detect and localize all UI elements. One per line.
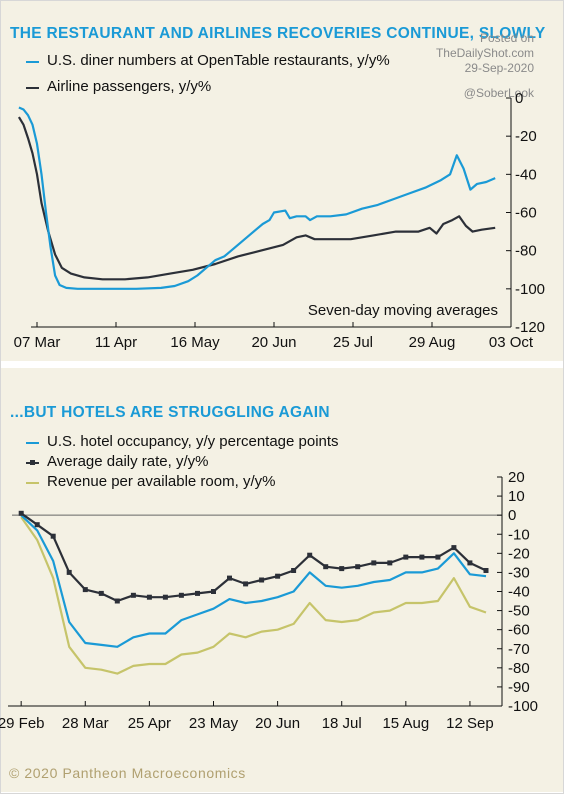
- legend-label: Average daily rate, y/y%: [47, 453, 209, 470]
- y-tick-label: 20: [508, 469, 525, 486]
- series-line: [18, 106, 496, 290]
- y-tick-label: -100: [508, 698, 538, 715]
- x-tick-label: 03 Oct: [489, 334, 534, 351]
- x-tick-label: 12 Sep: [446, 715, 494, 732]
- data-point-marker: [451, 545, 457, 551]
- y-tick-label: -70: [508, 641, 530, 658]
- legend-marker: [30, 460, 35, 465]
- data-point-marker: [146, 594, 152, 600]
- legend-swatch: [26, 442, 39, 444]
- data-point-marker: [275, 573, 281, 579]
- data-point-marker: [483, 568, 489, 573]
- data-point-marker: [211, 589, 216, 594]
- x-tick-label: 16 May: [170, 334, 220, 351]
- legend-label: U.S. hotel occupancy, y/y percentage poi…: [47, 433, 339, 450]
- data-point-marker: [355, 564, 361, 570]
- y-tick-label: -40: [508, 584, 530, 601]
- data-point-marker: [339, 566, 345, 572]
- data-point-marker: [195, 590, 200, 596]
- data-point-marker: [291, 568, 297, 573]
- data-point-marker: [387, 560, 393, 566]
- data-point-marker: [162, 594, 168, 600]
- series-line: [20, 512, 487, 603]
- y-tick-label: 0: [508, 507, 516, 524]
- series-line: [20, 516, 487, 675]
- x-tick-label: 25 Apr: [128, 715, 171, 732]
- watermark-line: Posted on: [479, 31, 534, 45]
- y-tick-label: -120: [515, 319, 545, 336]
- copyright-footer: © 2020 Pantheon Macroeconomics: [9, 765, 246, 781]
- x-tick-label: 29 Aug: [409, 334, 456, 351]
- y-tick-label: 10: [508, 488, 525, 505]
- data-point-marker: [323, 564, 329, 570]
- legend-label: Airline passengers, y/y%: [47, 78, 212, 95]
- data-point-marker: [259, 577, 265, 583]
- data-point-marker: [66, 569, 72, 575]
- y-tick-label: 0: [515, 90, 523, 107]
- y-tick-label: -100: [515, 281, 545, 298]
- y-tick-label: -10: [508, 526, 530, 543]
- y-tick-label: -80: [515, 243, 537, 260]
- bottom-panel-background: [1, 368, 563, 792]
- y-tick-label: -60: [515, 205, 537, 222]
- data-point-marker: [18, 510, 24, 516]
- x-tick-label: 11 Apr: [95, 334, 137, 351]
- legend-label: Revenue per available room, y/y%: [47, 473, 276, 490]
- data-point-marker: [467, 560, 473, 566]
- x-tick-label: 23 May: [189, 715, 239, 732]
- data-point-marker: [114, 598, 120, 604]
- data-point-marker: [50, 533, 56, 539]
- data-point-marker: [130, 592, 136, 598]
- y-tick-label: -20: [508, 545, 530, 562]
- top-panel-background: [1, 1, 563, 361]
- data-point-marker: [243, 581, 249, 587]
- data-point-marker: [82, 587, 88, 593]
- x-tick-label: 20 Jun: [251, 334, 296, 351]
- legend-label: U.S. diner numbers at OpenTable restaura…: [47, 52, 390, 69]
- legend-swatch: [26, 87, 39, 89]
- top-chart: 0 -20 -40 -60 -80 -100 -120 07 Mar 11 Apr 16 May 2…: [14, 90, 545, 351]
- y-tick-label: -90: [508, 679, 530, 696]
- x-tick-label: 18 Jul: [322, 715, 362, 732]
- x-tick-label: 25 Jul: [333, 334, 373, 351]
- data-point-marker: [178, 592, 184, 598]
- chart-annotation: Seven-day moving averages: [307, 302, 498, 319]
- bottom-chart-title: ...BUT HOTELS ARE STRUGGLING AGAIN: [10, 404, 330, 421]
- y-tick-label: -60: [508, 622, 530, 639]
- data-point-marker: [34, 522, 40, 528]
- top-chart-title: THE RESTAURANT AND AIRLINES RECOVERIES C…: [10, 25, 546, 42]
- watermark-line: 29-Sep-2020: [464, 61, 534, 75]
- data-point-marker: [403, 554, 409, 560]
- y-tick-label: -50: [508, 603, 530, 620]
- x-tick-label: 07 Mar: [14, 334, 61, 351]
- y-tick-label: -80: [508, 660, 530, 677]
- legend-swatch: [26, 61, 39, 63]
- series-line: [20, 514, 487, 648]
- legend-swatch: [26, 482, 39, 484]
- x-tick-label: 29 Feb: [0, 715, 45, 732]
- data-point-marker: [227, 575, 232, 581]
- data-point-marker: [435, 554, 441, 560]
- data-point-marker: [307, 552, 313, 558]
- x-tick-label: 15 Aug: [382, 715, 429, 732]
- y-tick-label: -30: [508, 564, 530, 581]
- data-point-marker: [419, 554, 425, 560]
- data-point-marker: [371, 560, 377, 566]
- y-tick-label: -20: [515, 128, 537, 145]
- data-point-marker: [98, 590, 104, 596]
- watermark-line: TheDailyShot.com: [435, 46, 534, 60]
- x-tick-label: 20 Jun: [255, 715, 300, 732]
- x-tick-label: 28 Mar: [62, 715, 109, 732]
- watermark-line: @SoberLook: [463, 86, 534, 100]
- watermark: Posted on TheDailyShot.com 29-Sep-2020 @…: [436, 31, 534, 101]
- y-tick-label: -40: [515, 166, 537, 183]
